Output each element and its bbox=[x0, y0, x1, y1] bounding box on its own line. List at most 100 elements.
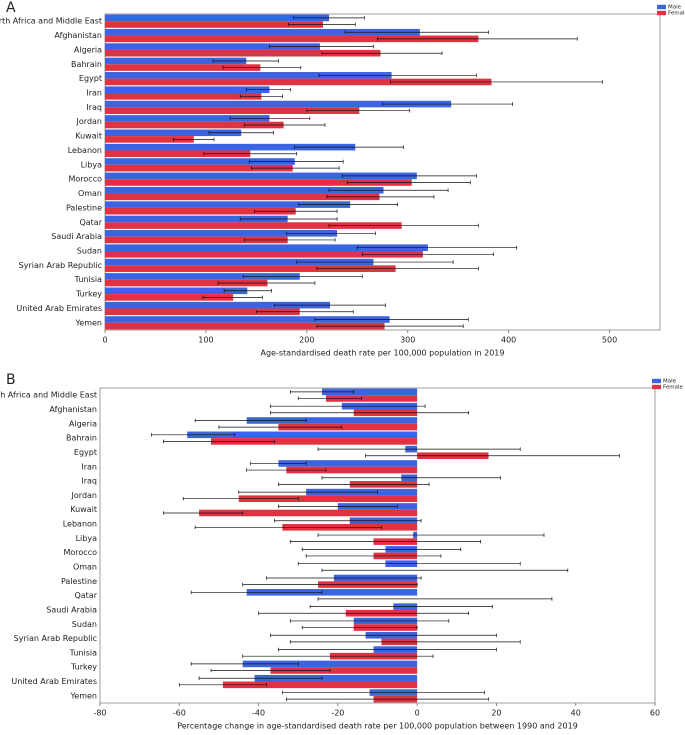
x-tick-label: 400 bbox=[501, 336, 516, 345]
bar bbox=[105, 236, 288, 244]
category-label: Turkey bbox=[70, 663, 97, 672]
bar bbox=[242, 660, 418, 668]
category-label: North Africa and Middle East bbox=[0, 17, 102, 26]
bar bbox=[278, 423, 418, 431]
bar bbox=[105, 115, 270, 122]
bar bbox=[105, 301, 331, 309]
category-label: United Arab Emirates bbox=[11, 677, 97, 686]
category-label: Bahrain bbox=[71, 60, 102, 69]
category-label: Jordan bbox=[76, 117, 102, 126]
category-label: Tunisia bbox=[69, 648, 97, 657]
bar bbox=[325, 395, 418, 402]
bar bbox=[286, 466, 418, 474]
category-label: Kuwait bbox=[70, 505, 97, 514]
bar bbox=[238, 495, 418, 502]
category-label: Egypt bbox=[79, 74, 102, 83]
bar bbox=[105, 172, 417, 180]
bar bbox=[322, 388, 418, 396]
category-label: Afghanistan bbox=[49, 405, 97, 414]
x-tick-label: -60 bbox=[173, 709, 186, 718]
bar bbox=[105, 129, 242, 137]
bar bbox=[105, 308, 300, 316]
x-tick-label: -40 bbox=[252, 709, 265, 718]
legend-swatch bbox=[652, 378, 661, 384]
x-tick-label: 300 bbox=[400, 336, 415, 345]
category-label: Iraq bbox=[86, 103, 102, 112]
panel-label: A bbox=[6, 0, 16, 16]
category-label: Iran bbox=[86, 89, 102, 98]
category-label: United Arab Emirates bbox=[16, 304, 102, 313]
category-label: Oman bbox=[73, 562, 97, 571]
bar bbox=[278, 460, 418, 467]
bar bbox=[105, 201, 351, 208]
category-label: Sudan bbox=[72, 620, 97, 629]
bar bbox=[105, 193, 380, 201]
bar bbox=[246, 589, 418, 596]
x-axis-label: Age-standardised death rate per 100,000 … bbox=[261, 349, 505, 358]
bar bbox=[246, 417, 418, 424]
bar bbox=[105, 322, 385, 330]
category-label: Palestine bbox=[66, 203, 102, 212]
legend-swatch bbox=[652, 384, 661, 390]
category-label: Morocco bbox=[69, 175, 103, 184]
x-tick-label: 0 bbox=[415, 709, 420, 718]
bar bbox=[105, 72, 392, 79]
category-label: Iraq bbox=[81, 477, 97, 486]
category-label: Libya bbox=[76, 534, 97, 543]
bar bbox=[105, 78, 492, 86]
x-tick-label: 200 bbox=[299, 336, 314, 345]
category-label: Palestine bbox=[61, 577, 97, 586]
bar bbox=[105, 143, 356, 151]
legend-swatch bbox=[657, 4, 666, 10]
bar bbox=[270, 667, 418, 674]
category-label: Algeria bbox=[74, 45, 102, 54]
category-label: Yemen bbox=[69, 691, 97, 700]
category-label: Morocco bbox=[64, 548, 98, 557]
bar bbox=[222, 681, 418, 689]
category-label: Saudi Arabia bbox=[46, 605, 97, 614]
category-label: Tunisia bbox=[74, 275, 102, 284]
bar bbox=[105, 279, 268, 287]
bar bbox=[105, 207, 296, 215]
bar bbox=[105, 64, 261, 71]
x-tick-label: 500 bbox=[602, 336, 617, 345]
category-label: Jordan bbox=[71, 491, 97, 500]
bar bbox=[105, 100, 452, 108]
bar bbox=[105, 164, 293, 172]
category-label: Afghanistan bbox=[54, 31, 102, 40]
bar bbox=[105, 21, 323, 28]
bar bbox=[187, 431, 418, 439]
category-label: Algeria bbox=[69, 419, 97, 428]
plot-frame bbox=[104, 13, 661, 331]
panel-label: B bbox=[6, 372, 16, 388]
bar bbox=[105, 273, 300, 280]
bar bbox=[105, 186, 384, 194]
bar bbox=[105, 86, 270, 93]
category-label: Syrian Arab Republic bbox=[19, 261, 102, 270]
bar bbox=[105, 294, 234, 301]
category-label: Egypt bbox=[74, 448, 97, 457]
category-label: Qatar bbox=[74, 591, 97, 600]
category-label: Saudi Arabia bbox=[51, 232, 102, 241]
bar bbox=[105, 121, 284, 129]
bar bbox=[105, 265, 396, 272]
bar bbox=[105, 287, 248, 295]
x-tick-label: 40 bbox=[571, 709, 581, 718]
category-label: Qatar bbox=[79, 218, 102, 227]
category-label: Oman bbox=[78, 189, 102, 198]
bar bbox=[105, 136, 194, 143]
bar bbox=[105, 93, 262, 100]
category-label: Lebanon bbox=[63, 520, 97, 529]
bar bbox=[105, 28, 420, 36]
bar bbox=[105, 43, 320, 50]
plot-frame bbox=[99, 387, 656, 704]
x-tick-label: 60 bbox=[650, 709, 660, 718]
bar bbox=[105, 230, 338, 237]
legend-label: Female bbox=[663, 385, 684, 391]
legend-label: Male bbox=[668, 5, 682, 11]
bar bbox=[105, 244, 428, 251]
bar bbox=[105, 222, 402, 229]
bar bbox=[105, 215, 288, 223]
x-tick-label: 20 bbox=[491, 709, 501, 718]
legend-label: Male bbox=[663, 379, 677, 385]
